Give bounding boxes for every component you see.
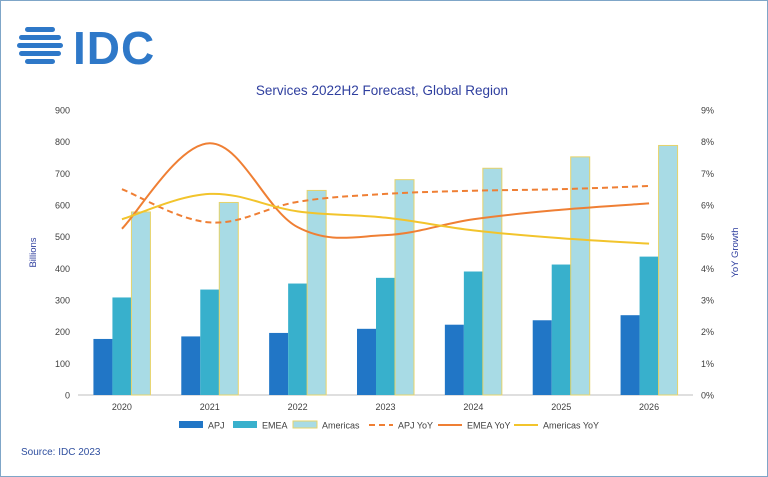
bar-emea [639,256,659,395]
bar-americas [482,167,503,396]
x-tick-label: 2022 [288,402,308,412]
y-tick-label: 500 [55,232,70,242]
line-apj-yoy [121,185,650,224]
bar-apj [357,328,376,395]
y-tick-label: 200 [55,327,70,337]
bar-apj [93,338,113,395]
y-tick-label: 0 [65,391,70,401]
logo-wordmark: IDC [73,22,155,73]
line-emea-yoy [121,142,650,239]
y2-tick-label: 2% [701,327,714,337]
legend-label: EMEA YoY [467,421,511,431]
bar-americas [394,179,415,396]
y-axis-title: Billions [28,237,39,267]
chart: Services 2022H2 Forecast, Global Region … [28,83,741,431]
legend-label: APJ [208,421,225,431]
legend-label: APJ YoY [398,421,433,431]
y2-tick-label: 1% [701,359,714,369]
x-tick-label: 2020 [112,402,132,412]
y2-tick-label: 6% [701,201,714,211]
x-tick-label: 2023 [375,402,395,412]
source-note: Source: IDC 2023 [21,447,101,458]
legend-label: EMEA [262,421,288,431]
bar-americas [218,201,239,396]
x-tick-label: 2025 [551,402,571,412]
y2-tick-label: 5% [701,232,714,242]
y2-tick-label: 4% [701,264,714,274]
bar-americas [658,144,679,396]
bar-americas [570,156,591,396]
bar-apj [181,336,201,395]
y2-axis-title: YoY Growth [730,227,741,277]
x-tick-label: 2021 [200,402,220,412]
x-tick-label: 2026 [639,402,659,412]
legend-label: Americas YoY [543,421,599,431]
bar-apj [269,332,289,395]
legend-label: Americas [322,421,360,431]
line-americas-yoy [121,192,650,245]
x-tick-label: 2024 [463,402,483,412]
globe-icon [17,27,63,64]
y-tick-label: 700 [55,169,70,179]
y-tick-label: 900 [55,106,70,116]
chart-title: Services 2022H2 Forecast, Global Region [256,83,508,98]
y-tick-label: 300 [55,296,70,306]
bar-emea [112,297,132,395]
bar-emea [200,289,220,395]
y2-tick-label: 9% [701,106,714,116]
legend-swatch [292,420,318,429]
bar-emea [376,277,395,395]
y-tick-label: 800 [55,137,70,147]
bar-apj [444,324,464,395]
idc-logo: IDC [17,22,155,73]
y-tick-label: 600 [55,201,70,211]
y2-tick-label: 0% [701,391,714,401]
y2-tick-label: 7% [701,169,714,179]
bar-emea [551,264,571,395]
bar-americas [306,189,327,396]
legend-swatch [179,421,203,428]
bar-emea [463,271,483,395]
bar-americas [130,211,151,396]
y2-tick-label: 3% [701,296,714,306]
y-tick-label: 400 [55,264,70,274]
y-tick-label: 100 [55,359,70,369]
bar-apj [532,320,552,395]
bar-apj [620,315,640,395]
legend-swatch [233,421,257,428]
bar-emea [288,283,308,395]
y2-tick-label: 8% [701,137,714,147]
